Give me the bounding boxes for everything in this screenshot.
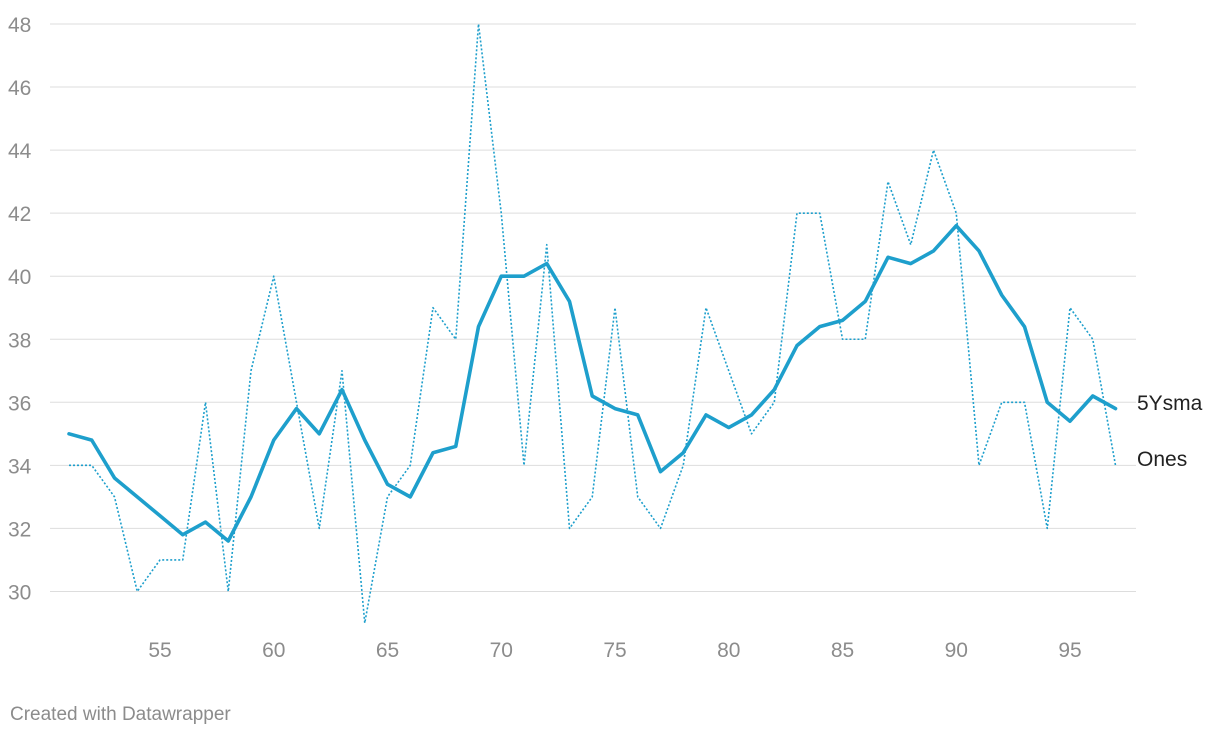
series-label-5ysma: 5Ysma	[1137, 392, 1203, 415]
chart-credit: Created with Datawrapper	[10, 704, 231, 725]
x-tick-label: 70	[490, 639, 513, 662]
y-tick-label: 42	[8, 203, 31, 226]
y-tick-label: 36	[8, 392, 31, 415]
x-tick-label: 65	[376, 639, 399, 662]
grid-lines	[50, 23, 1136, 592]
y-tick-label: 46	[8, 77, 31, 100]
series-label-ones: Ones	[1137, 448, 1187, 471]
x-tick-label: 85	[831, 639, 854, 662]
x-tick-label: 90	[945, 639, 968, 662]
series-line-5ysma	[67, 223, 1118, 543]
y-tick-label: 48	[8, 14, 31, 37]
y-tick-label: 32	[8, 518, 31, 541]
y-tick-label: 30	[8, 581, 31, 604]
y-tick-label: 38	[8, 329, 31, 352]
x-tick-label: 95	[1058, 639, 1081, 662]
series-lines	[67, 23, 1118, 624]
series-labels: Ones 5Ysma	[1137, 392, 1203, 471]
x-tick-label: 60	[262, 639, 285, 662]
series-line-ones	[69, 23, 1117, 624]
y-tick-label: 44	[8, 140, 32, 163]
x-tick-label: 75	[603, 639, 626, 662]
x-tick-label: 80	[717, 639, 740, 662]
x-axis-ticks: 55 60 65 70 75 80 85 90 95	[148, 639, 1081, 662]
x-tick-label: 55	[148, 639, 171, 662]
y-tick-label: 40	[8, 266, 31, 289]
y-tick-label: 34	[8, 455, 32, 478]
y-axis-ticks: 30 32 34 36 38 40 42 44 46 48	[8, 14, 32, 604]
